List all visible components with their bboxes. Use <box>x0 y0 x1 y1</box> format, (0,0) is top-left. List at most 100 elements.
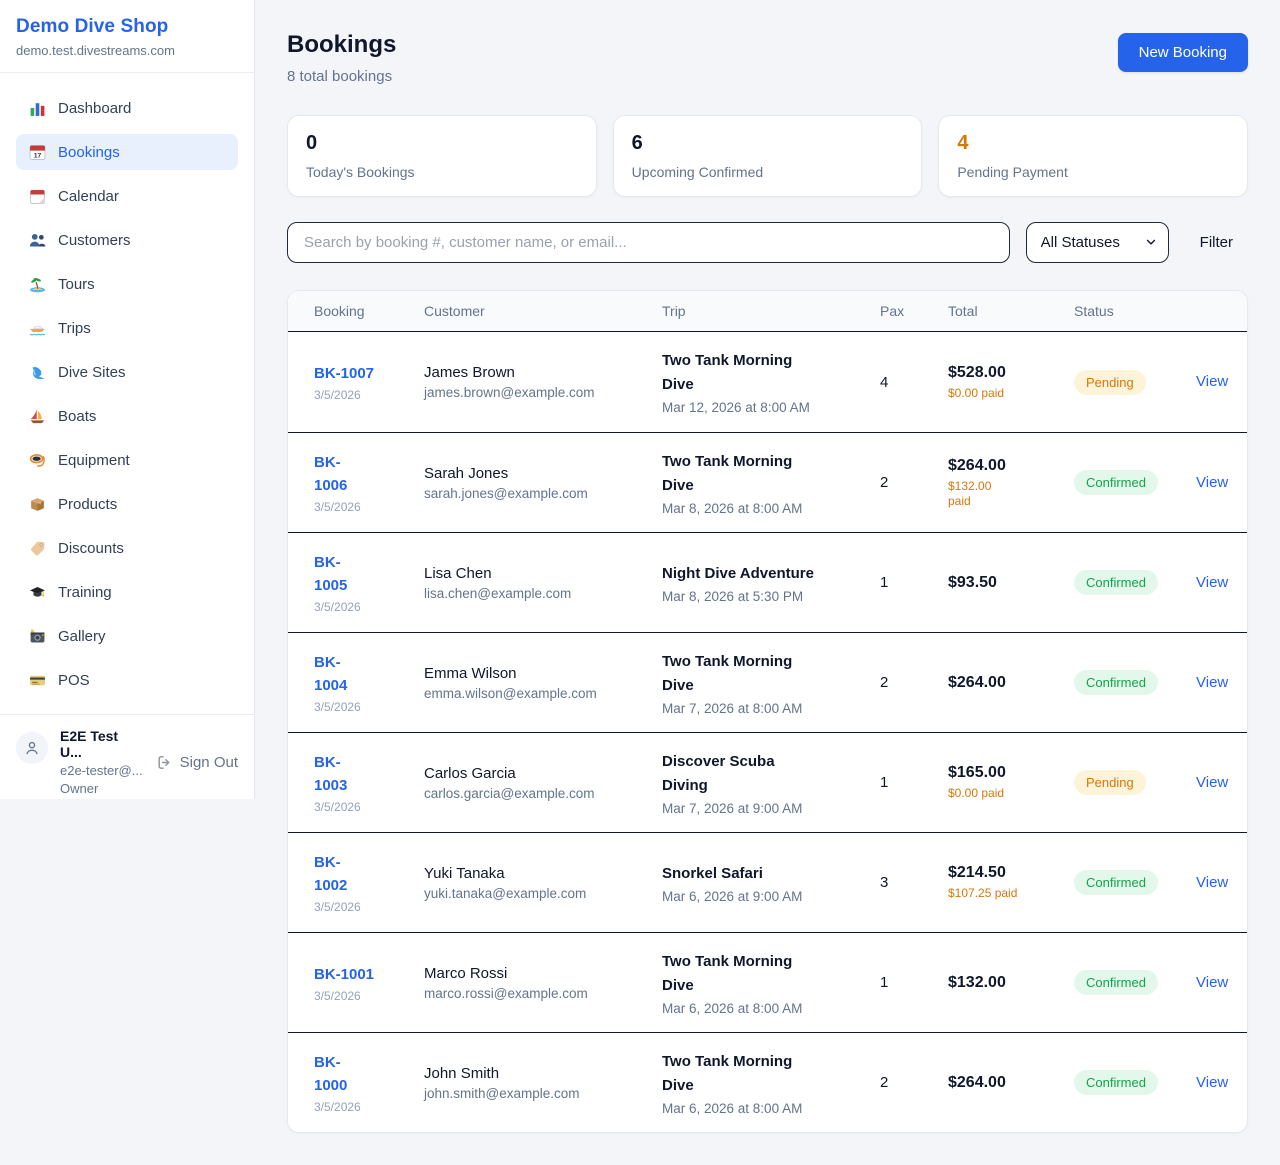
view-link[interactable]: View <box>1196 1073 1229 1091</box>
view-link[interactable]: View <box>1196 373 1229 390</box>
trip-cell: Night Dive Adventure Mar 8, 2026 at 5:30… <box>662 562 880 604</box>
customer-email: lisa.chen@example.com <box>424 585 572 601</box>
stat-card-upcoming-confirmed: 6 Upcoming Confirmed <box>612 115 923 197</box>
booking-date: 3/5/2026 <box>314 700 361 714</box>
sailboat-icon <box>29 408 46 425</box>
booking-id-link[interactable]: BK- 1006 <box>314 454 348 494</box>
trip-datetime: Mar 7, 2026 at 9:00 AM <box>662 800 803 816</box>
view-link[interactable]: View <box>1196 873 1229 891</box>
table-row: BK- 1005 3/5/2026 Lisa Chen lisa.chen@ex… <box>288 532 1247 632</box>
sidebar-item-label: Equipment <box>58 451 130 469</box>
sidebar-item-products[interactable]: Products <box>16 486 238 522</box>
calendar-date-icon: 17 <box>29 144 46 161</box>
total-cell: $132.00 <box>948 974 1074 992</box>
trip-cell: Snorkel Safari Mar 6, 2026 at 9:00 AM <box>662 862 880 904</box>
water-wave-icon <box>29 364 46 381</box>
booking-cell: BK- 1006 3/5/2026 <box>314 451 424 514</box>
total-amount: $165.00 <box>948 764 1006 781</box>
booking-id-link[interactable]: BK-1001 <box>314 965 375 983</box>
table-body: BK-1007 3/5/2026 James Brown james.brown… <box>288 332 1247 1132</box>
view-link[interactable]: View <box>1196 673 1229 691</box>
view-link[interactable]: View <box>1196 773 1229 791</box>
sidebar-item-training[interactable]: Training <box>16 574 238 610</box>
stat-label: Upcoming Confirmed <box>631 164 764 180</box>
desert-island-icon <box>29 276 46 293</box>
table-row: BK-1007 3/5/2026 James Brown james.brown… <box>288 332 1247 432</box>
booking-id-link[interactable]: BK- 1004 <box>314 654 348 694</box>
customer-cell: Marco Rossi marco.rossi@example.com <box>424 965 662 1001</box>
new-booking-button[interactable]: New Booking <box>1117 33 1248 72</box>
sidebar-item-equipment[interactable]: Equipment <box>16 442 238 478</box>
sidebar-item-label: Training <box>58 583 112 601</box>
sidebar-item-trips[interactable]: Trips <box>16 310 238 346</box>
trip-datetime: Mar 7, 2026 at 8:00 AM <box>662 700 803 716</box>
svg-text:17: 17 <box>34 152 42 159</box>
booking-id-link[interactable]: BK- 1002 <box>314 854 348 894</box>
view-link[interactable]: View <box>1196 573 1229 591</box>
booking-date: 3/5/2026 <box>314 900 361 914</box>
customer-cell: Yuki Tanaka yuki.tanaka@example.com <box>424 865 662 901</box>
stat-value: 6 <box>631 132 643 154</box>
booking-id-link[interactable]: BK-1007 <box>314 365 375 382</box>
view-link[interactable]: View <box>1196 973 1229 991</box>
sidebar-item-customers[interactable]: Customers <box>16 222 238 258</box>
total-amount: $264.00 <box>948 456 1006 474</box>
stat-card-pending-payment: 4 Pending Payment <box>938 115 1249 197</box>
view-link[interactable]: View <box>1196 473 1229 491</box>
total-amount: $214.50 <box>948 864 1006 881</box>
status-cell: Confirmed <box>1074 570 1196 595</box>
sidebar-item-pos[interactable]: POS <box>16 662 238 698</box>
customer-name: Sarah Jones <box>424 464 509 482</box>
view-cell: View <box>1196 1074 1238 1092</box>
column-header-customer: Customer <box>424 303 485 319</box>
customer-name: John Smith <box>424 1064 500 1082</box>
view-cell: View <box>1196 874 1238 892</box>
paid-amount: $107.25 paid <box>948 886 1018 900</box>
search-input[interactable] <box>287 222 1010 263</box>
column-header-booking: Booking <box>314 303 365 319</box>
status-filter-select[interactable]: All Statuses <box>1025 222 1169 263</box>
customer-email: yuki.tanaka@example.com <box>424 885 587 901</box>
diving-mask-icon <box>29 452 46 469</box>
trip-cell: Two Tank Morning Dive Mar 8, 2026 at 8:0… <box>662 450 880 516</box>
view-cell: View <box>1196 574 1238 592</box>
sidebar-item-gallery[interactable]: Gallery <box>16 618 238 654</box>
sidebar-item-label: Dashboard <box>58 99 132 117</box>
booking-date: 3/5/2026 <box>314 500 361 514</box>
sidebar-item-label: Calendar <box>58 187 119 205</box>
customer-cell: Emma Wilson emma.wilson@example.com <box>424 665 662 701</box>
booking-date: 3/5/2026 <box>314 1100 361 1114</box>
user-card: E2E Test U... e2e-tester@... Owner Sign … <box>0 714 254 812</box>
booking-cell: BK- 1000 3/5/2026 <box>314 1051 424 1114</box>
booking-id-link[interactable]: BK- 1003 <box>314 754 348 794</box>
status-cell: Confirmed <box>1074 870 1196 895</box>
sidebar-item-boats[interactable]: Boats <box>16 398 238 434</box>
person-icon <box>26 741 38 755</box>
booking-id-link[interactable]: BK- 1005 <box>314 554 348 594</box>
user-name: E2E Test U... <box>60 728 119 760</box>
paid-amount: $0.00 paid <box>948 786 1005 800</box>
sidebar-item-dashboard[interactable]: Dashboard <box>16 90 238 126</box>
sign-out-button[interactable]: Sign Out <box>156 754 238 771</box>
sidebar-item-dive-sites[interactable]: Dive Sites <box>16 354 238 390</box>
avatar <box>16 732 48 764</box>
sidebar-item-label: Gallery <box>58 627 106 645</box>
sidebar-item-tours[interactable]: Tours <box>16 266 238 302</box>
stat-value: 4 <box>957 132 969 154</box>
brand-block: Demo Dive Shop demo.test.divestreams.com <box>0 0 254 73</box>
filter-row: All Statuses Filter <box>287 222 1248 263</box>
pax-count: 4 <box>880 373 889 391</box>
view-cell: View <box>1196 974 1238 992</box>
customer-cell: James Brown james.brown@example.com <box>424 364 662 400</box>
booking-id-link[interactable]: BK- 1000 <box>314 1054 348 1094</box>
credit-card-icon <box>29 672 46 689</box>
sidebar-item-calendar[interactable]: Calendar <box>16 178 238 214</box>
table-row: BK- 1006 3/5/2026 Sarah Jones sarah.jone… <box>288 432 1247 532</box>
sidebar-item-bookings[interactable]: 17 Bookings <box>16 134 238 170</box>
trip-datetime: Mar 6, 2026 at 8:00 AM <box>662 1100 803 1116</box>
trip-cell: Discover Scuba Diving Mar 7, 2026 at 9:0… <box>662 750 880 816</box>
filter-button[interactable]: Filter <box>1185 234 1248 251</box>
sidebar-item-discounts[interactable]: Discounts <box>16 530 238 566</box>
graduation-cap-icon <box>29 584 46 601</box>
customer-name: Marco Rossi <box>424 964 508 982</box>
